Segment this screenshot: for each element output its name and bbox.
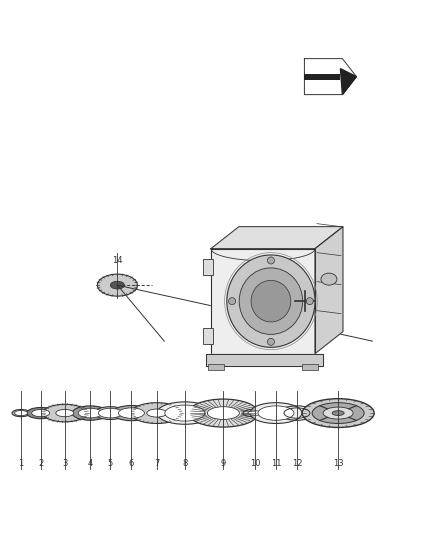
Polygon shape: [304, 59, 357, 95]
Ellipse shape: [239, 268, 303, 334]
Ellipse shape: [268, 257, 275, 264]
Ellipse shape: [312, 402, 364, 424]
Ellipse shape: [94, 407, 127, 419]
Polygon shape: [315, 227, 343, 353]
Text: 4: 4: [88, 459, 93, 468]
Text: 13: 13: [333, 459, 343, 468]
Ellipse shape: [78, 408, 102, 418]
Ellipse shape: [118, 408, 145, 418]
Ellipse shape: [268, 338, 275, 345]
Ellipse shape: [306, 297, 313, 305]
Text: 10: 10: [250, 459, 260, 468]
Ellipse shape: [243, 409, 267, 417]
Polygon shape: [340, 69, 357, 95]
Ellipse shape: [248, 411, 262, 415]
Bar: [302, 364, 318, 370]
Polygon shape: [211, 249, 315, 353]
Text: 9: 9: [221, 459, 226, 468]
Ellipse shape: [14, 410, 28, 416]
Text: 12: 12: [292, 459, 302, 468]
Polygon shape: [206, 353, 323, 366]
Ellipse shape: [97, 274, 138, 296]
Text: 3: 3: [62, 459, 67, 468]
Ellipse shape: [110, 281, 124, 289]
Text: 8: 8: [182, 459, 187, 468]
Ellipse shape: [72, 406, 108, 421]
Ellipse shape: [113, 406, 150, 421]
Ellipse shape: [302, 399, 374, 427]
Text: 2: 2: [38, 459, 43, 468]
Ellipse shape: [332, 410, 344, 416]
Ellipse shape: [165, 405, 205, 421]
Text: 6: 6: [129, 459, 134, 468]
Text: 1: 1: [18, 459, 24, 468]
Bar: [203, 259, 213, 274]
Bar: [208, 364, 224, 370]
Ellipse shape: [157, 402, 213, 424]
Ellipse shape: [251, 280, 291, 322]
Ellipse shape: [99, 408, 122, 418]
Ellipse shape: [27, 407, 55, 419]
Bar: [304, 74, 340, 79]
Ellipse shape: [258, 406, 294, 421]
Ellipse shape: [147, 409, 167, 417]
Ellipse shape: [188, 399, 258, 427]
Ellipse shape: [250, 402, 302, 424]
Ellipse shape: [56, 409, 74, 417]
Text: 11: 11: [271, 459, 281, 468]
Ellipse shape: [43, 404, 87, 422]
Ellipse shape: [207, 407, 240, 419]
Ellipse shape: [131, 402, 183, 424]
Ellipse shape: [227, 255, 315, 348]
Text: 14: 14: [112, 256, 123, 265]
Ellipse shape: [323, 407, 353, 419]
Ellipse shape: [229, 297, 236, 305]
Text: 7: 7: [154, 459, 159, 468]
Ellipse shape: [12, 409, 30, 417]
Ellipse shape: [32, 409, 50, 417]
Text: 5: 5: [108, 459, 113, 468]
Polygon shape: [211, 227, 343, 249]
Bar: [203, 328, 213, 344]
Ellipse shape: [321, 273, 337, 285]
